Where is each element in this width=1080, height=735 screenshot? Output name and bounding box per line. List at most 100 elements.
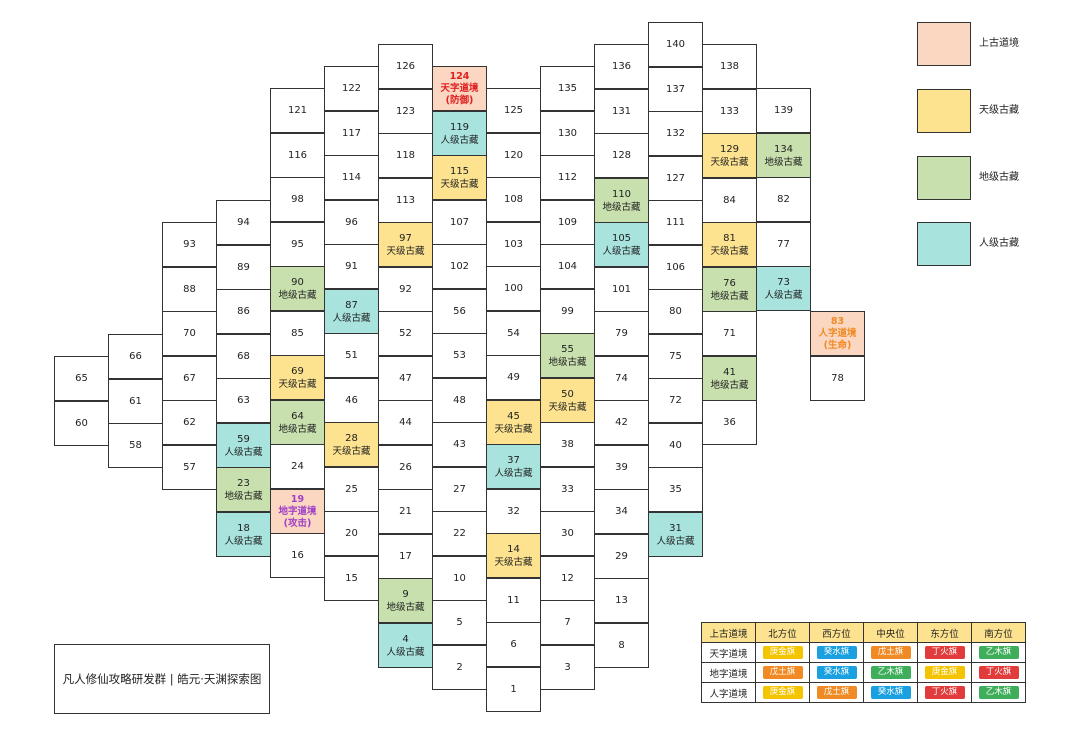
map-cell-86[interactable]: 86	[216, 289, 271, 334]
map-cell-41[interactable]: 41 地级古藏	[702, 356, 757, 401]
map-cell-50[interactable]: 50 天级古藏	[540, 378, 595, 423]
map-cell-54[interactable]: 54	[486, 311, 541, 356]
map-cell-111[interactable]: 111	[648, 200, 703, 245]
map-cell-118[interactable]: 118	[378, 133, 433, 178]
map-cell-121[interactable]: 121	[270, 88, 325, 133]
map-cell-134[interactable]: 134 地级古藏	[756, 133, 811, 178]
map-cell-35[interactable]: 35	[648, 467, 703, 512]
map-cell-15[interactable]: 15	[324, 556, 379, 601]
map-cell-131[interactable]: 131	[594, 89, 649, 134]
map-cell-120[interactable]: 120	[486, 133, 541, 178]
map-cell-1[interactable]: 1	[486, 667, 541, 712]
map-cell-98[interactable]: 98	[270, 177, 325, 222]
map-cell-27[interactable]: 27	[432, 467, 487, 512]
map-cell-69[interactable]: 69 天级古藏	[270, 355, 325, 400]
map-cell-139[interactable]: 139	[756, 88, 811, 133]
map-cell-127[interactable]: 127	[648, 156, 703, 201]
map-cell-31[interactable]: 31 人级古藏	[648, 512, 703, 557]
map-cell-88[interactable]: 88	[162, 267, 217, 312]
map-cell-115[interactable]: 115 天级古藏	[432, 155, 487, 200]
map-cell-133[interactable]: 133	[702, 89, 757, 134]
map-cell-112[interactable]: 112	[540, 155, 595, 200]
map-cell-126[interactable]: 126	[378, 44, 433, 89]
map-cell-6[interactable]: 6	[486, 622, 541, 667]
map-cell-117[interactable]: 117	[324, 111, 379, 156]
map-cell-113[interactable]: 113	[378, 178, 433, 223]
map-cell-123[interactable]: 123	[378, 89, 433, 134]
map-cell-132[interactable]: 132	[648, 111, 703, 156]
map-cell-29[interactable]: 29	[594, 534, 649, 579]
map-cell-73[interactable]: 73 人级古藏	[756, 266, 811, 311]
map-cell-70[interactable]: 70	[162, 311, 217, 356]
map-cell-20[interactable]: 20	[324, 511, 379, 556]
map-cell-125[interactable]: 125	[486, 88, 541, 133]
map-cell-44[interactable]: 44	[378, 400, 433, 445]
map-cell-60[interactable]: 60	[54, 401, 109, 446]
map-cell-106[interactable]: 106	[648, 245, 703, 290]
map-cell-30[interactable]: 30	[540, 511, 595, 556]
map-cell-78[interactable]: 78	[810, 356, 865, 401]
map-cell-89[interactable]: 89	[216, 245, 271, 290]
map-cell-85[interactable]: 85	[270, 311, 325, 356]
map-cell-130[interactable]: 130	[540, 111, 595, 156]
map-cell-28[interactable]: 28 天级古藏	[324, 422, 379, 467]
map-cell-37[interactable]: 37 人级古藏	[486, 444, 541, 489]
map-cell-53[interactable]: 53	[432, 333, 487, 378]
map-cell-138[interactable]: 138	[702, 44, 757, 89]
map-cell-14[interactable]: 14 天级古藏	[486, 533, 541, 578]
map-cell-48[interactable]: 48	[432, 378, 487, 423]
map-cell-128[interactable]: 128	[594, 133, 649, 178]
map-cell-23[interactable]: 23 地级古藏	[216, 467, 271, 512]
map-cell-81[interactable]: 81 天级古藏	[702, 222, 757, 267]
map-cell-102[interactable]: 102	[432, 244, 487, 289]
map-cell-95[interactable]: 95	[270, 222, 325, 267]
map-cell-2[interactable]: 2	[432, 645, 487, 690]
map-cell-46[interactable]: 46	[324, 378, 379, 423]
map-cell-21[interactable]: 21	[378, 489, 433, 534]
map-cell-109[interactable]: 109	[540, 200, 595, 245]
map-cell-51[interactable]: 51	[324, 333, 379, 378]
map-cell-26[interactable]: 26	[378, 445, 433, 490]
map-cell-108[interactable]: 108	[486, 177, 541, 222]
map-cell-116[interactable]: 116	[270, 133, 325, 178]
map-cell-107[interactable]: 107	[432, 200, 487, 245]
map-cell-91[interactable]: 91	[324, 244, 379, 289]
map-cell-114[interactable]: 114	[324, 155, 379, 200]
map-cell-93[interactable]: 93	[162, 222, 217, 267]
map-cell-99[interactable]: 99	[540, 289, 595, 334]
map-cell-47[interactable]: 47	[378, 356, 433, 401]
map-cell-56[interactable]: 56	[432, 289, 487, 334]
map-cell-39[interactable]: 39	[594, 445, 649, 490]
map-cell-94[interactable]: 94	[216, 200, 271, 245]
map-cell-19[interactable]: 19 地字道境 (攻击)	[270, 489, 325, 534]
map-cell-75[interactable]: 75	[648, 334, 703, 379]
map-cell-43[interactable]: 43	[432, 422, 487, 467]
map-cell-135[interactable]: 135	[540, 66, 595, 111]
map-cell-100[interactable]: 100	[486, 266, 541, 311]
map-cell-32[interactable]: 32	[486, 489, 541, 534]
map-cell-52[interactable]: 52	[378, 311, 433, 356]
map-cell-104[interactable]: 104	[540, 244, 595, 289]
map-cell-64[interactable]: 64 地级古藏	[270, 400, 325, 445]
map-cell-71[interactable]: 71	[702, 311, 757, 356]
map-cell-63[interactable]: 63	[216, 378, 271, 423]
map-cell-22[interactable]: 22	[432, 511, 487, 556]
map-cell-45[interactable]: 45 天级古藏	[486, 400, 541, 445]
map-cell-4[interactable]: 4 人级古藏	[378, 623, 433, 668]
map-cell-24[interactable]: 24	[270, 444, 325, 489]
map-cell-55[interactable]: 55 地级古藏	[540, 333, 595, 378]
map-cell-96[interactable]: 96	[324, 200, 379, 245]
map-cell-84[interactable]: 84	[702, 178, 757, 223]
map-cell-61[interactable]: 61	[108, 379, 163, 424]
map-cell-12[interactable]: 12	[540, 556, 595, 601]
map-cell-119[interactable]: 119 人级古藏	[432, 111, 487, 156]
map-cell-5[interactable]: 5	[432, 600, 487, 645]
map-cell-7[interactable]: 7	[540, 600, 595, 645]
map-cell-76[interactable]: 76 地级古藏	[702, 267, 757, 312]
map-cell-36[interactable]: 36	[702, 400, 757, 445]
map-cell-33[interactable]: 33	[540, 467, 595, 512]
map-cell-79[interactable]: 79	[594, 311, 649, 356]
map-cell-62[interactable]: 62	[162, 400, 217, 445]
map-cell-8[interactable]: 8	[594, 623, 649, 668]
map-cell-80[interactable]: 80	[648, 289, 703, 334]
